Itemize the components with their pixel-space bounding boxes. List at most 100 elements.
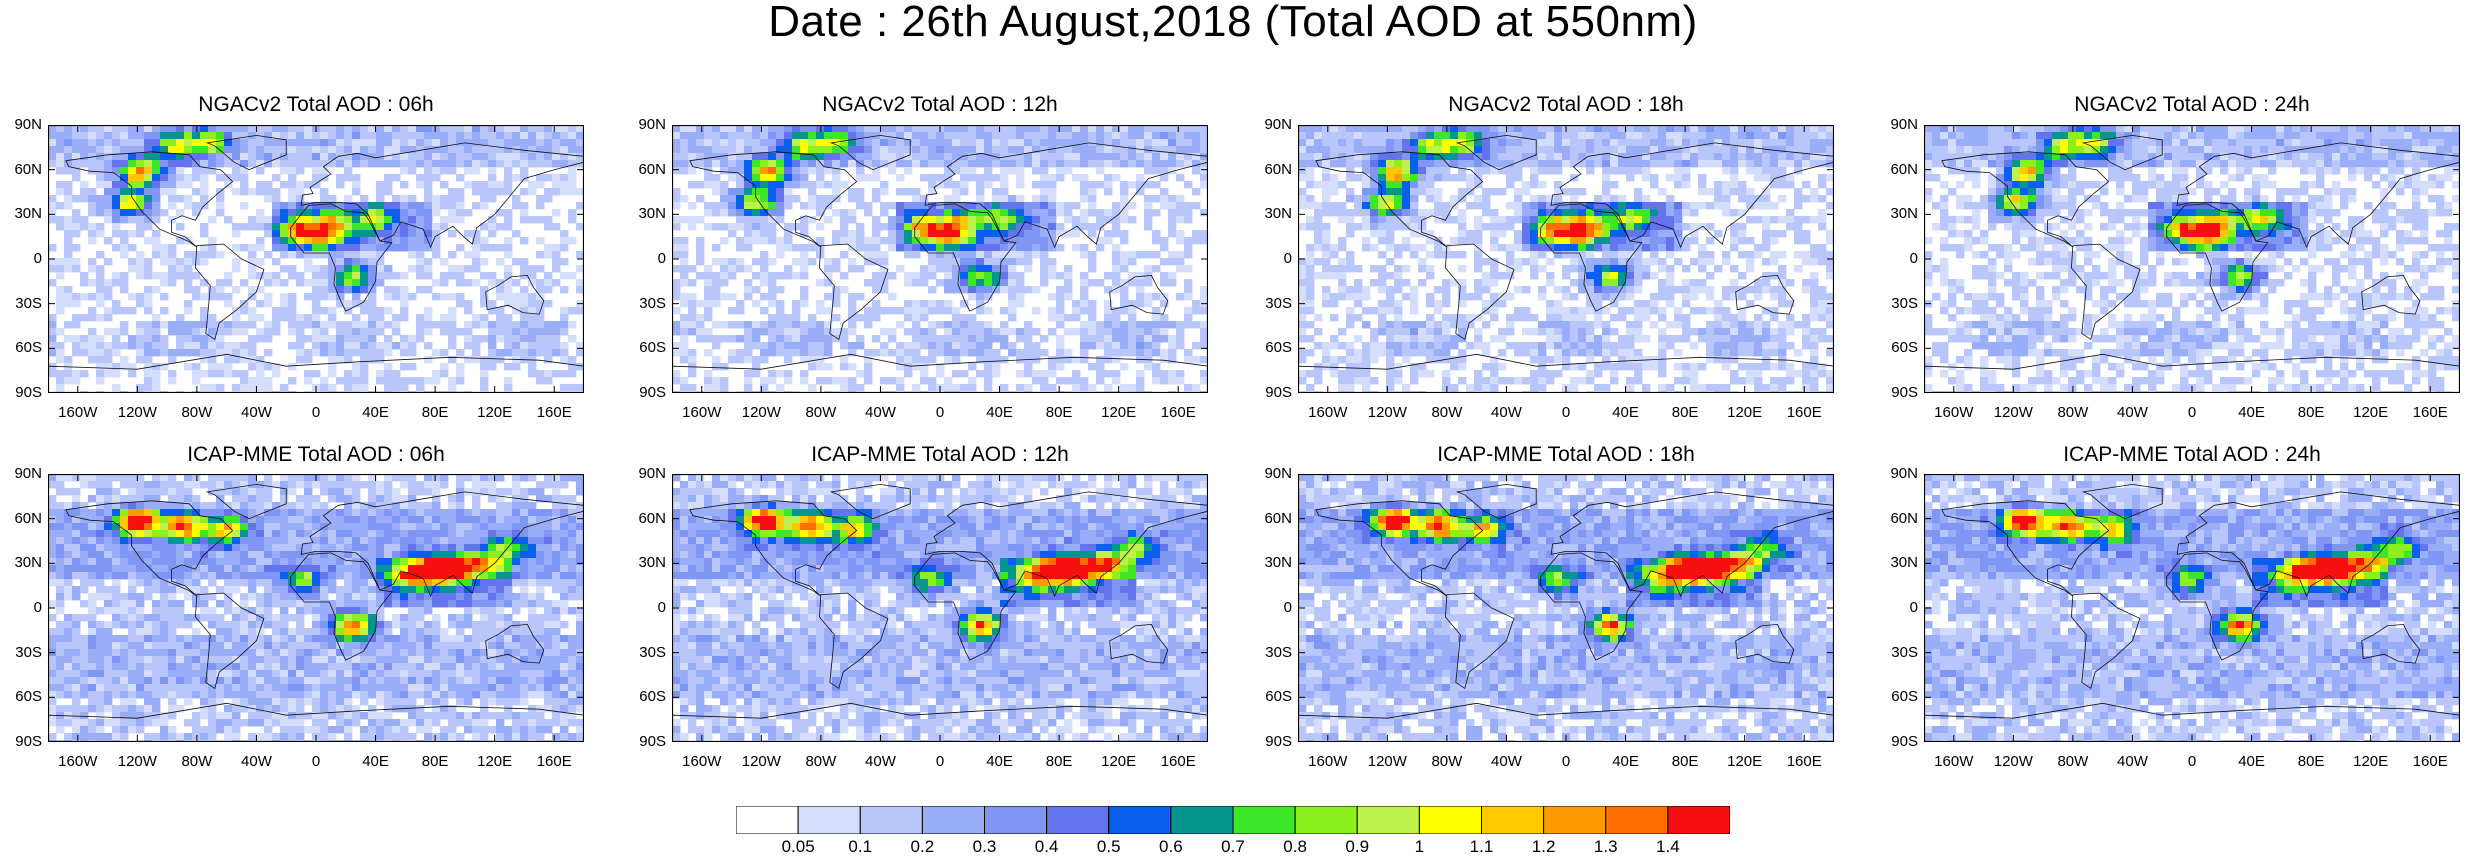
panel-title: NGACv2 Total AOD : 06h: [46, 94, 586, 116]
lat-tick-label: 60N: [2, 162, 42, 178]
lon-tick-label: 40E: [970, 405, 1030, 421]
lat-tick-label: 0: [2, 600, 42, 616]
lon-tick-label: 0: [910, 405, 970, 421]
lat-tick-label: 90S: [1878, 734, 1918, 750]
lon-tick-label: 40E: [970, 754, 1030, 770]
lon-tick-label: 80E: [1655, 754, 1715, 770]
aod-map: [1924, 125, 2460, 393]
lat-tick-label: 0: [2, 251, 42, 267]
lon-tick-label: 160W: [1924, 405, 1984, 421]
lon-tick-label: 120E: [1715, 405, 1775, 421]
colorbar-label: 0.1: [830, 838, 890, 855]
lat-tick-label: 30S: [1252, 296, 1292, 312]
lon-tick-label: 40E: [1596, 754, 1656, 770]
lon-tick-label: 40W: [226, 405, 286, 421]
lon-tick-label: 40W: [226, 754, 286, 770]
colorbar-label: 1.4: [1638, 838, 1698, 855]
aod-map: [1924, 474, 2460, 742]
lon-tick-label: 0: [286, 405, 346, 421]
lat-tick-label: 0: [1878, 600, 1918, 616]
lon-tick-label: 120W: [1983, 754, 2043, 770]
lat-tick-label: 30S: [626, 296, 666, 312]
lon-tick-label: 80W: [1417, 754, 1477, 770]
lat-tick-label: 60N: [626, 162, 666, 178]
lon-tick-label: 160W: [1924, 754, 1984, 770]
colorbar-label: 0.7: [1203, 838, 1263, 855]
aod-field: [48, 474, 584, 742]
colorbar-swatch: [1047, 806, 1109, 834]
colorbar-label: 1.3: [1576, 838, 1636, 855]
lon-tick-label: 40E: [2222, 405, 2282, 421]
lon-tick-label: 160E: [1148, 754, 1208, 770]
lon-tick-label: 160E: [2400, 405, 2460, 421]
lon-tick-label: 120E: [1089, 754, 1149, 770]
lat-tick-label: 30N: [2, 555, 42, 571]
lon-tick-label: 0: [286, 754, 346, 770]
panel-title: ICAP-MME Total AOD : 24h: [1922, 444, 2462, 466]
lon-tick-label: 80W: [167, 405, 227, 421]
colorbar-swatch: [985, 806, 1047, 834]
lon-tick-label: 40E: [2222, 754, 2282, 770]
colorbar-label: 0.5: [1079, 838, 1139, 855]
lon-tick-label: 80E: [1655, 405, 1715, 421]
lon-tick-label: 0: [910, 754, 970, 770]
aod-map: [48, 125, 584, 393]
lon-tick-label: 80E: [405, 754, 465, 770]
lat-tick-label: 60S: [626, 340, 666, 356]
colorbar-label: 0.8: [1265, 838, 1325, 855]
lon-tick-label: 0: [2162, 754, 2222, 770]
lat-tick-label: 30N: [1878, 555, 1918, 571]
lat-tick-label: 60N: [1878, 162, 1918, 178]
lat-tick-label: 60S: [2, 689, 42, 705]
lat-tick-label: 0: [626, 600, 666, 616]
colorbar-swatch: [798, 806, 860, 834]
lon-tick-label: 80E: [2281, 405, 2341, 421]
colorbar-swatch: [860, 806, 922, 834]
colorbar-swatch: [1295, 806, 1357, 834]
lon-tick-label: 160W: [672, 405, 732, 421]
lon-tick-label: 80W: [1417, 405, 1477, 421]
lon-tick-label: 80E: [1029, 405, 1089, 421]
colorbar-label: 0.6: [1141, 838, 1201, 855]
lat-tick-label: 90N: [626, 117, 666, 133]
lon-tick-label: 160W: [1298, 405, 1358, 421]
aod-map: [48, 474, 584, 742]
lon-tick-label: 40W: [1476, 754, 1536, 770]
lat-tick-label: 60N: [1252, 511, 1292, 527]
lat-tick-label: 90N: [1878, 117, 1918, 133]
lat-tick-label: 60S: [1878, 689, 1918, 705]
figure-title: Date : 26th August,2018 (Total AOD at 55…: [0, 0, 2466, 44]
aod-map: [1298, 474, 1834, 742]
lon-tick-label: 80W: [2043, 405, 2103, 421]
lat-tick-label: 30S: [1878, 296, 1918, 312]
panel-title: NGACv2 Total AOD : 18h: [1296, 94, 1836, 116]
colorbar-label: 0.9: [1327, 838, 1387, 855]
lat-tick-label: 60S: [1252, 689, 1292, 705]
lat-tick-label: 30N: [2, 206, 42, 222]
lon-tick-label: 120E: [1715, 754, 1775, 770]
lat-tick-label: 0: [1252, 600, 1292, 616]
lon-tick-label: 160W: [672, 754, 732, 770]
lat-tick-label: 30S: [2, 645, 42, 661]
lat-tick-label: 90S: [2, 734, 42, 750]
colorbar-label: 1.1: [1452, 838, 1512, 855]
lon-tick-label: 0: [1536, 754, 1596, 770]
colorbar-label: 0.05: [768, 838, 828, 855]
colorbar-label: 1: [1389, 838, 1449, 855]
lon-tick-label: 40W: [850, 754, 910, 770]
colorbar-swatch: [736, 806, 798, 834]
lon-tick-label: 40E: [346, 405, 406, 421]
lon-tick-label: 160E: [1148, 405, 1208, 421]
lat-tick-label: 90N: [1252, 466, 1292, 482]
colorbar-swatch: [1357, 806, 1419, 834]
lat-tick-label: 60N: [2, 511, 42, 527]
lon-tick-label: 120W: [731, 405, 791, 421]
lon-tick-label: 40W: [2102, 405, 2162, 421]
lat-tick-label: 30N: [626, 206, 666, 222]
lon-tick-label: 160E: [1774, 754, 1834, 770]
colorbar-swatch: [1606, 806, 1668, 834]
lon-tick-label: 120E: [2341, 405, 2401, 421]
aod-map: [1298, 125, 1834, 393]
lat-tick-label: 90S: [626, 734, 666, 750]
colorbar-swatch: [1419, 806, 1481, 834]
